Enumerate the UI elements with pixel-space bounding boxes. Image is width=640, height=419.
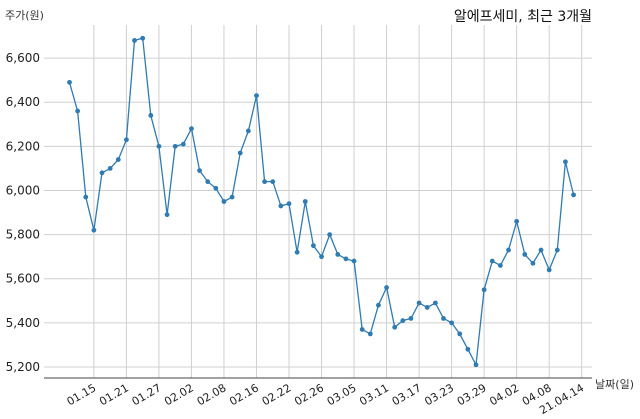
y-tick-label: 5,600	[6, 272, 40, 286]
data-point	[262, 179, 268, 185]
data-point	[554, 247, 560, 253]
y-tick-label: 5,400	[6, 316, 40, 330]
data-point	[189, 126, 194, 132]
y-tick-label: 5,800	[6, 228, 40, 242]
data-point	[180, 141, 186, 147]
x-tick-label: 03.17	[390, 381, 424, 408]
data-point	[522, 252, 528, 257]
data-point	[286, 201, 292, 207]
data-point	[432, 300, 438, 306]
data-point	[91, 227, 97, 233]
data-point	[449, 320, 455, 326]
x-tick-label: 02.16	[227, 381, 261, 408]
data-point	[311, 243, 316, 249]
x-tick-label: 02.08	[195, 381, 229, 408]
data-point	[481, 287, 487, 293]
data-point	[457, 331, 463, 337]
data-point	[213, 185, 219, 191]
data-point	[254, 93, 259, 98]
data-point	[319, 254, 324, 260]
data-point	[441, 316, 446, 321]
data-point	[571, 192, 576, 198]
data-point	[75, 108, 81, 114]
x-tick-label: 01.27	[130, 381, 164, 408]
y-axis-label: 주가(원)	[5, 9, 44, 22]
x-tick-label: 04.02	[487, 381, 521, 408]
x-tick-label: 03.23	[422, 381, 456, 408]
data-point	[497, 263, 503, 268]
data-point	[140, 35, 146, 41]
data-point	[384, 285, 389, 290]
data-point	[278, 203, 284, 209]
x-axis-label: 날짜(일)	[595, 378, 634, 391]
data-point	[132, 38, 137, 43]
data-point	[546, 267, 552, 273]
data-point	[489, 258, 495, 264]
data-point	[245, 128, 251, 134]
data-point	[164, 212, 170, 218]
data-point	[302, 199, 308, 204]
data-point	[538, 247, 544, 253]
data-point	[197, 168, 202, 174]
y-tick-label: 6,000	[6, 183, 40, 197]
data-point	[416, 300, 422, 306]
data-point	[335, 252, 341, 257]
data-point	[124, 137, 129, 143]
data-point	[424, 305, 430, 310]
data-point	[107, 166, 113, 171]
data-point	[343, 256, 349, 262]
data-point	[400, 318, 406, 324]
x-tick-label: 02.22	[260, 381, 294, 408]
data-point	[172, 143, 178, 149]
data-point	[99, 170, 105, 176]
x-tick-label: 03.29	[455, 381, 489, 408]
data-point	[465, 346, 471, 352]
data-point	[83, 194, 89, 200]
data-point	[327, 232, 333, 237]
data-point	[156, 143, 162, 149]
data-point	[294, 249, 300, 255]
x-tick-label: 02.02	[162, 381, 196, 408]
data-point	[67, 79, 72, 85]
y-tick-label: 6,600	[6, 51, 40, 65]
data-point	[221, 199, 227, 204]
x-tick-label: 01.15	[65, 381, 99, 408]
data-point	[367, 331, 373, 337]
data-point	[376, 302, 381, 308]
data-point	[237, 150, 243, 156]
data-point	[148, 113, 154, 118]
y-tick-label: 5,200	[6, 360, 40, 374]
data-point	[506, 247, 511, 253]
data-point	[563, 159, 568, 165]
y-tick-label: 6,200	[6, 139, 40, 153]
x-tick-label: 01.21	[97, 381, 131, 408]
data-point	[229, 194, 235, 200]
data-point	[473, 362, 479, 368]
x-tick-label: 03.05	[325, 381, 359, 408]
data-point	[351, 258, 357, 264]
data-point	[514, 218, 520, 224]
data-point	[270, 179, 276, 185]
x-tick-label: 02.26	[292, 381, 326, 408]
y-tick-label: 6,400	[6, 95, 40, 109]
data-point	[359, 327, 365, 332]
data-point	[205, 179, 211, 185]
data-point	[392, 324, 398, 330]
data-point	[530, 260, 536, 266]
data-point	[115, 157, 121, 162]
data-point	[408, 316, 414, 321]
x-tick-label: 03.11	[357, 381, 391, 408]
chart-title: 알에프세미, 최근 3개월	[453, 9, 592, 25]
